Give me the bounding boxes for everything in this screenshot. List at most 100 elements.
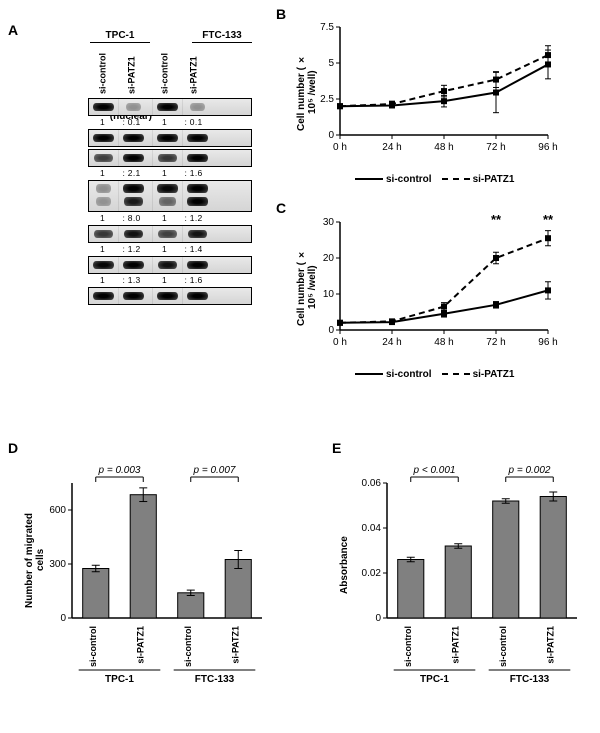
chart-legend: si-control si-PATZ1: [355, 369, 514, 380]
svg-text:20: 20: [323, 253, 335, 264]
svg-text:TPC-1: TPC-1: [420, 674, 449, 685]
svg-text:2.5: 2.5: [320, 94, 334, 105]
panel-label-c: C: [276, 200, 286, 216]
svg-text:si-PATZ1: si-PATZ1: [450, 626, 460, 664]
blot-lane: [182, 226, 212, 242]
svg-text:72 h: 72 h: [486, 142, 505, 153]
blot-lane: [152, 130, 182, 146]
blot-lane: [152, 181, 182, 211]
svg-text:si-control: si-control: [498, 626, 508, 667]
blot-lane: [182, 257, 212, 273]
svg-text:p = 0.002: p = 0.002: [508, 465, 551, 476]
blot-ratio-row: 1: 1.31: 1.6: [88, 275, 252, 285]
blot-lane: [118, 257, 148, 273]
legend-ctrl: si-control: [386, 369, 432, 380]
svg-text:**: **: [543, 212, 554, 227]
svg-text:0.04: 0.04: [362, 523, 382, 534]
svg-text:**: **: [491, 212, 502, 227]
svg-text:72 h: 72 h: [486, 337, 505, 348]
svg-text:0.02: 0.02: [362, 568, 382, 579]
blot-band: [159, 197, 176, 206]
svg-text:5: 5: [328, 58, 334, 69]
blot-band: [157, 134, 177, 142]
svg-text:p < 0.001: p < 0.001: [413, 465, 456, 476]
svg-text:si-control: si-control: [183, 626, 193, 667]
svg-text:si-PATZ1: si-PATZ1: [545, 626, 555, 664]
svg-text:0: 0: [328, 325, 334, 336]
legend-kd: si-PATZ1: [473, 369, 515, 380]
blot-lane: [89, 150, 118, 166]
blot-lane: [182, 130, 212, 146]
blot-track: [88, 225, 252, 243]
blot-lane: [89, 130, 118, 146]
blot-lane: [182, 150, 212, 166]
legend-kd: si-PATZ1: [473, 174, 515, 185]
blot-band: [157, 184, 177, 193]
panel-e-invasion-bar-chart: Absorbance 00.020.040.06si-controlsi-PAT…: [345, 455, 585, 690]
panel-c-proliferation-chart: Cell number ( × 10⁵ /well) 01020300 h24 …: [300, 210, 560, 380]
blot-group-tpc1: TPC-1: [90, 30, 150, 43]
svg-text:7.5: 7.5: [320, 22, 334, 33]
blot-lane: [118, 181, 148, 211]
blot-band: [123, 261, 143, 269]
blot-track: [88, 256, 252, 274]
panel-label-d: D: [8, 440, 18, 456]
panel-d-migration-bar-chart: Number of migrated cells 0300600si-contr…: [30, 455, 270, 690]
svg-text:0.06: 0.06: [362, 478, 382, 489]
chart-legend: si-control si-PATZ1: [355, 174, 514, 185]
panel-b-proliferation-chart: Cell number ( × 10⁵ /well) 02.557.50 h24…: [300, 15, 560, 185]
svg-text:si-control: si-control: [403, 626, 413, 667]
svg-text:TPC-1: TPC-1: [105, 674, 134, 685]
blot-ratio-row: 1: 8.01: 1.2: [88, 213, 252, 223]
blot-lane: [152, 257, 182, 273]
blot-band: [187, 134, 207, 142]
blot-lane: [118, 288, 148, 304]
blot-group-headers: TPC-1 FTC-133: [90, 30, 252, 43]
blot-band: [94, 230, 113, 238]
blot-lane: [152, 150, 182, 166]
panel-label-a: A: [8, 22, 18, 38]
blot-lane: [182, 181, 212, 211]
blot-ratio-row: 1: 1.21: 1.4: [88, 244, 252, 254]
svg-text:96 h: 96 h: [538, 337, 557, 348]
svg-text:48 h: 48 h: [434, 142, 453, 153]
blot-lane: [118, 226, 148, 242]
blot-ratio-row: 1: 2.11: 1.6: [88, 168, 252, 178]
svg-text:0: 0: [375, 613, 381, 624]
blot-band: [123, 184, 143, 193]
axis-label-y: Absorbance: [339, 525, 350, 605]
svg-text:0 h: 0 h: [333, 142, 347, 153]
lane-label: si-PATZ1: [117, 46, 146, 94]
svg-text:96 h: 96 h: [538, 142, 557, 153]
blot-track: [88, 287, 252, 305]
panel-label-e: E: [332, 440, 341, 456]
svg-text:30: 30: [323, 217, 335, 228]
blot-track: [88, 129, 252, 147]
blot-lane: [89, 288, 118, 304]
blot-band: [157, 103, 178, 111]
legend-ctrl: si-control: [386, 174, 432, 185]
blot-band: [187, 292, 208, 300]
blot-lane: [182, 288, 212, 304]
blot-band: [93, 292, 114, 300]
blot-band: [188, 230, 208, 238]
panel-a-western-blot: TPC-1 FTC-133 si-control si-PATZ1 si-con…: [20, 30, 255, 307]
blot-lane: [152, 288, 182, 304]
blot-band: [158, 230, 176, 238]
svg-text:0 h: 0 h: [333, 337, 347, 348]
svg-text:10: 10: [323, 289, 335, 300]
blot-band: [94, 154, 112, 162]
svg-text:48 h: 48 h: [434, 337, 453, 348]
blot-track: [88, 149, 252, 167]
blot-lane: [89, 226, 118, 242]
blot-lane: [118, 99, 148, 115]
blot-lane: [152, 99, 182, 115]
svg-text:0: 0: [60, 613, 66, 624]
svg-text:600: 600: [49, 505, 66, 516]
blot-band: [96, 184, 112, 193]
blot-band: [187, 154, 207, 162]
blot-band: [96, 197, 112, 206]
blot-band: [123, 134, 143, 142]
lane-label: si-control: [88, 46, 117, 94]
blot-band: [187, 197, 207, 206]
